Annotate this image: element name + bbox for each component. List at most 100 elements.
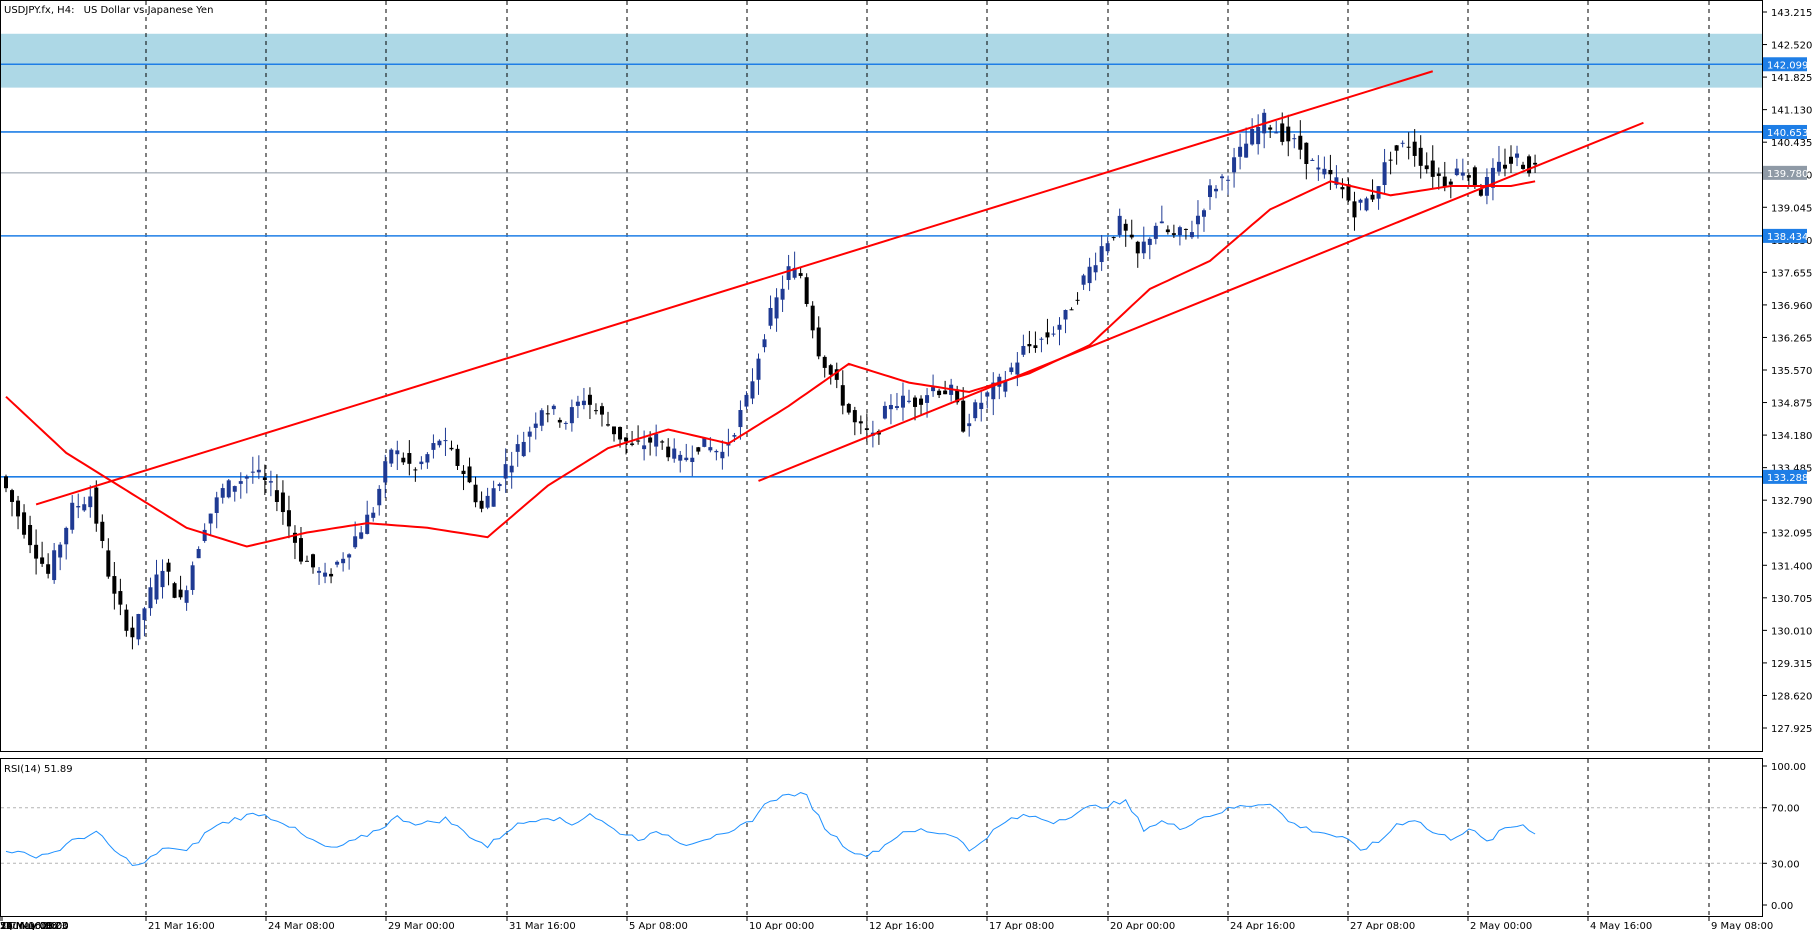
candle-body [431, 443, 436, 450]
candle-body [1388, 159, 1393, 161]
candle-body [1370, 194, 1375, 200]
candle-body [907, 400, 911, 402]
candle-body [1280, 123, 1285, 142]
rsi-line [5, 792, 1536, 867]
candle-body [1232, 157, 1237, 173]
price-marker: 142.099 [1763, 57, 1808, 72]
candle-body [581, 400, 586, 406]
candle-body [497, 484, 502, 487]
candle-body [925, 395, 930, 403]
candle-body [1298, 135, 1303, 150]
horizontal-levels[interactable] [1, 63, 1762, 478]
time-tick-label: 5 Apr 08:00 [629, 921, 688, 930]
candle-body [750, 381, 755, 399]
candle-body [1045, 332, 1050, 338]
candle-body [979, 402, 984, 410]
time-tick-label: 4 May 16:00 [1590, 921, 1652, 930]
price-tick-label: 136.265 [1771, 333, 1812, 344]
candle-body [648, 437, 653, 443]
price-marker-label: 133.288 [1767, 473, 1808, 484]
candle-body [690, 457, 695, 463]
candle-body [1177, 227, 1182, 236]
time-tick-label: 17 Mar 2023 [4, 921, 67, 930]
candle-body [955, 389, 960, 403]
candle-body [52, 550, 57, 581]
time-tick-label: 27 Apr 08:00 [1350, 921, 1415, 930]
candle-body [1099, 246, 1104, 263]
price-marker: 138.434 [1763, 228, 1808, 243]
candle-body [449, 447, 454, 450]
candle-body [455, 448, 460, 466]
candle-body [1129, 234, 1134, 238]
time-tick-label: 24 Apr 16:00 [1230, 921, 1295, 930]
candle-body [1292, 138, 1297, 140]
candle-body [58, 544, 63, 558]
rsi-tick-label: 30.00 [1771, 859, 1800, 870]
lower-trendline[interactable] [758, 121, 1644, 482]
price-marker-label: 142.099 [1767, 60, 1808, 71]
candle-body [1424, 165, 1429, 170]
candle-body [286, 510, 291, 527]
candle-body [792, 267, 797, 278]
candle-body [130, 627, 135, 638]
candle-body [913, 397, 918, 407]
rsi-panel-frame [0, 758, 1763, 917]
candle-body [341, 558, 346, 564]
candle-body [852, 410, 857, 423]
upper-trendline[interactable] [35, 70, 1434, 506]
candle-body [166, 562, 171, 572]
candle-body [298, 538, 303, 562]
candle-body [563, 422, 568, 424]
candle-body [894, 406, 899, 408]
candle-body [660, 441, 665, 443]
candle-body [744, 394, 749, 407]
price-marker-label: 139.780 [1767, 169, 1808, 180]
candle-body [1105, 243, 1110, 252]
price-tick-label: 132.095 [1771, 529, 1812, 540]
candle-body [1208, 185, 1212, 198]
time-tick-label: 19 May 08:00 [0, 921, 69, 930]
candle-body [1328, 169, 1333, 175]
candle-body [1430, 160, 1435, 177]
candle-body [666, 446, 671, 458]
candle-body [22, 512, 27, 535]
candle-body [804, 277, 809, 305]
price-tick-label: 134.180 [1771, 431, 1812, 442]
price-tick-label: 133.485 [1771, 464, 1812, 475]
candle-body [696, 447, 701, 452]
price-tick-label: 142.520 [1771, 41, 1812, 52]
time-tick-label: 17 Apr 08:00 [989, 921, 1054, 930]
candle-body [1244, 143, 1249, 158]
moving-average [5, 180, 1536, 548]
candle-body [569, 407, 574, 424]
candle-body [1111, 237, 1116, 239]
candle-body [1153, 225, 1158, 239]
candle-body [311, 554, 316, 568]
candle-body [714, 450, 719, 453]
time-tick-label: 31 May 08:00 [0, 921, 69, 930]
candle-body [395, 450, 400, 455]
candle-body [124, 609, 129, 631]
candle-body [527, 431, 532, 437]
candle-body [16, 500, 21, 517]
candle-body [545, 413, 550, 415]
candle-body [888, 404, 893, 410]
time-axis: 17 Mar 2023 21 Mar 16:00 24 Mar 08:00 29 Ma… [0, 916, 1773, 932]
candle-body [1214, 188, 1219, 192]
candle-body [437, 440, 442, 446]
candle-body [1039, 338, 1044, 340]
candle-body [262, 477, 267, 481]
candle-body [810, 305, 815, 331]
candle-body [1195, 215, 1200, 225]
candle-body [780, 288, 785, 300]
time-tick-label: 2 May 00:00 [1470, 921, 1532, 930]
main-panel-frame [0, 0, 1763, 752]
candle-body [268, 481, 273, 483]
trendlines[interactable] [35, 70, 1644, 506]
candle-body [1081, 275, 1086, 285]
candle-body [1189, 232, 1194, 238]
price-tick-label: 132.790 [1771, 496, 1812, 507]
candle-body [413, 469, 418, 471]
